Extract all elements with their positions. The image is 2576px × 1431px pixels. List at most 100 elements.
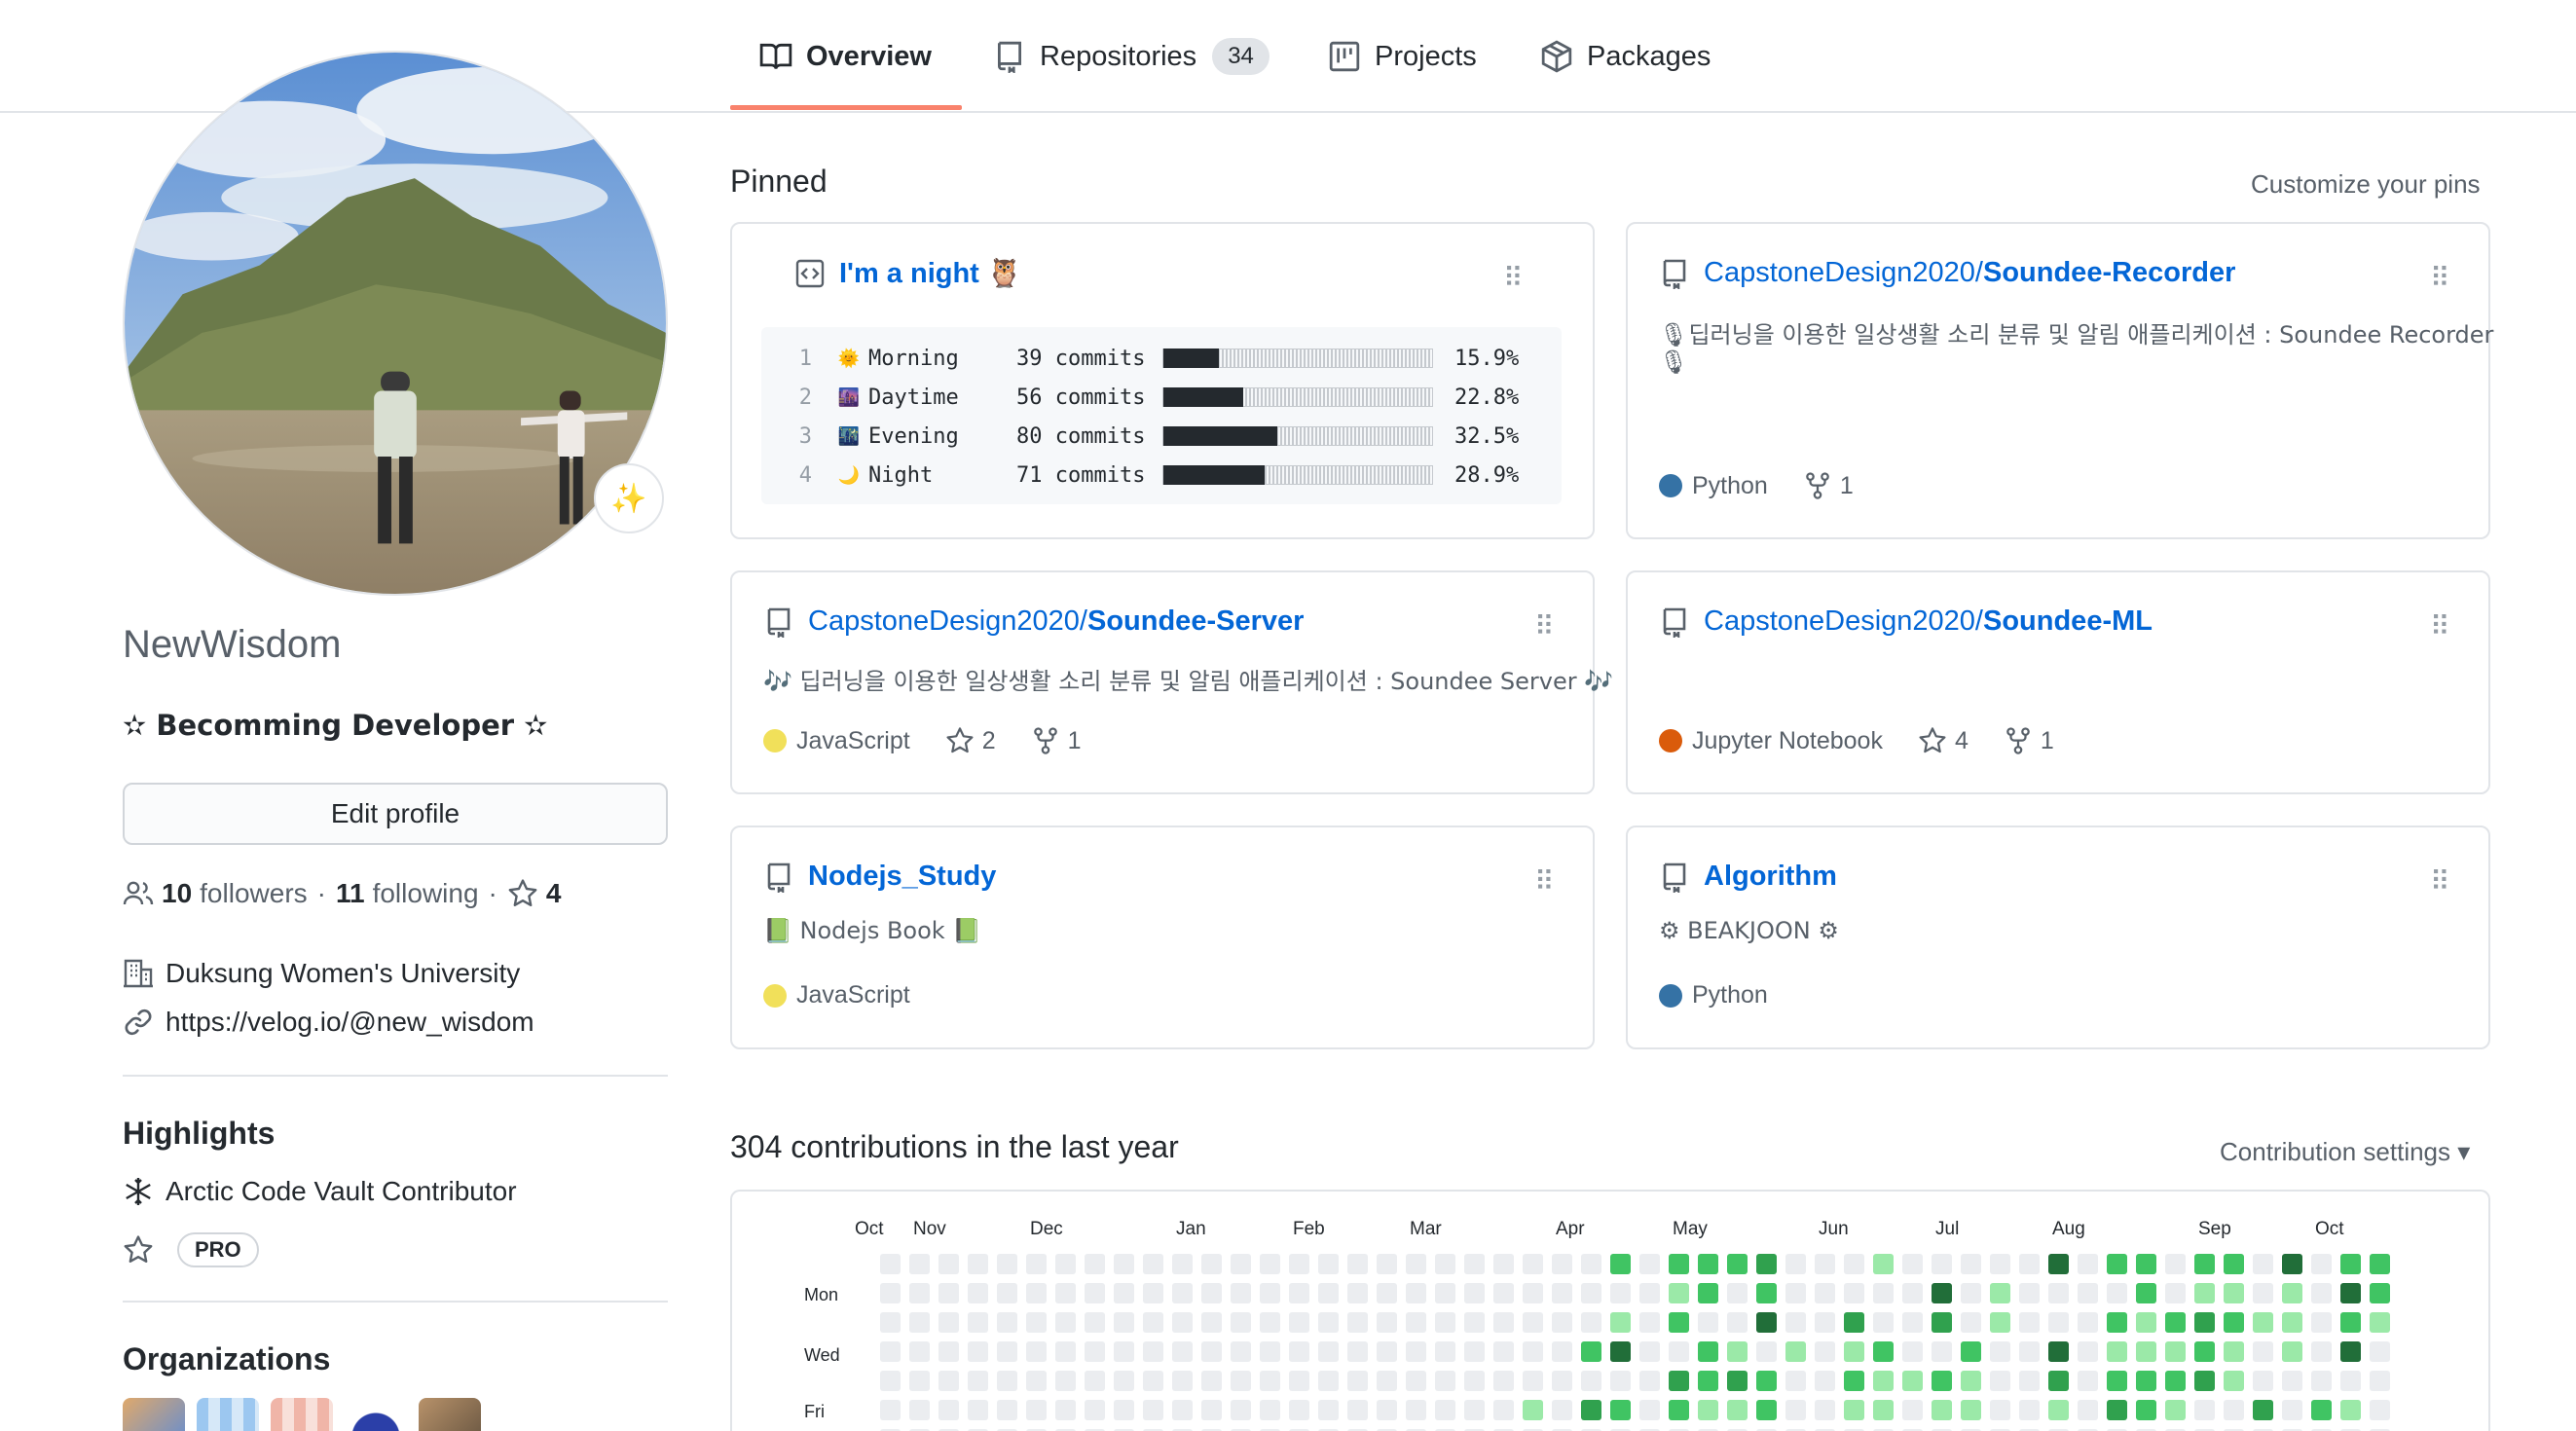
contribution-day[interactable] (1902, 1429, 1923, 1431)
contribution-day[interactable] (1815, 1400, 1835, 1420)
contribution-day[interactable] (1873, 1400, 1894, 1420)
forks-link[interactable]: 1 (2004, 726, 2054, 755)
contribution-day[interactable] (1698, 1254, 1718, 1274)
contribution-day[interactable] (1844, 1429, 1864, 1431)
contribution-day[interactable] (1172, 1341, 1193, 1362)
contribution-day[interactable] (2224, 1371, 2244, 1391)
org-avatar[interactable] (419, 1398, 481, 1431)
contribution-day[interactable] (1260, 1371, 1280, 1391)
contribution-day[interactable] (1172, 1283, 1193, 1303)
contribution-day[interactable] (1844, 1400, 1864, 1420)
contribution-day[interactable] (2165, 1429, 2186, 1431)
contribution-day[interactable] (1143, 1400, 1163, 1420)
contribution-day[interactable] (968, 1400, 988, 1420)
contribution-day[interactable] (2136, 1429, 2156, 1431)
contribution-day[interactable] (1727, 1400, 1748, 1420)
contribution-day[interactable] (1318, 1429, 1339, 1431)
repo-title-link[interactable]: Algorithm (1659, 861, 1837, 893)
contribution-day[interactable] (1639, 1341, 1660, 1362)
contribution-day[interactable] (2078, 1283, 2098, 1303)
contribution-day[interactable] (1756, 1371, 1777, 1391)
contribution-day[interactable] (2194, 1400, 2215, 1420)
contribution-day[interactable] (1201, 1283, 1222, 1303)
grabber-icon[interactable]: ⠿ (2430, 263, 2449, 293)
contribution-day[interactable] (1085, 1429, 1105, 1431)
contribution-day[interactable] (2165, 1371, 2186, 1391)
contribution-day[interactable] (2019, 1371, 2040, 1391)
contribution-day[interactable] (968, 1283, 988, 1303)
contribution-day[interactable] (1055, 1400, 1076, 1420)
contribution-day[interactable] (1552, 1312, 1572, 1333)
contribution-day[interactable] (1435, 1429, 1455, 1431)
contribution-day[interactable] (1143, 1312, 1163, 1333)
contribution-day[interactable] (2311, 1400, 2332, 1420)
contribution-day[interactable] (2370, 1371, 2390, 1391)
repo-title-link[interactable]: Nodejs_Study (763, 861, 996, 893)
contribution-day[interactable] (2370, 1312, 2390, 1333)
grabber-icon[interactable]: ⠿ (1503, 263, 1523, 293)
contribution-day[interactable] (1639, 1254, 1660, 1274)
contribution-day[interactable] (2311, 1371, 2332, 1391)
contribution-day[interactable] (1581, 1312, 1601, 1333)
contribution-day[interactable] (1610, 1429, 1631, 1431)
contribution-day[interactable] (909, 1429, 930, 1431)
contribution-day[interactable] (1055, 1283, 1076, 1303)
contribution-day[interactable] (1464, 1312, 1485, 1333)
contribution-day[interactable] (1523, 1254, 1543, 1274)
contribution-day[interactable] (1727, 1312, 1748, 1333)
contribution-day[interactable] (1493, 1429, 1514, 1431)
contribution-day[interactable] (1260, 1312, 1280, 1333)
contribution-day[interactable] (2194, 1254, 2215, 1274)
contribution-day[interactable] (1464, 1429, 1485, 1431)
contribution-day[interactable] (1318, 1312, 1339, 1333)
contribution-day[interactable] (2165, 1400, 2186, 1420)
contribution-day[interactable] (1698, 1312, 1718, 1333)
contribution-day[interactable] (2107, 1254, 2127, 1274)
contribution-day[interactable] (1639, 1283, 1660, 1303)
contribution-day[interactable] (1698, 1341, 1718, 1362)
contribution-day[interactable] (2019, 1400, 2040, 1420)
contribution-day[interactable] (1815, 1429, 1835, 1431)
contribution-day[interactable] (1523, 1283, 1543, 1303)
contribution-day[interactable] (1377, 1371, 1397, 1391)
stars-link[interactable]: 4 (507, 878, 570, 909)
customize-pins-link[interactable]: Customize your pins (2251, 169, 2481, 199)
contribution-day[interactable] (1552, 1254, 1572, 1274)
contribution-day[interactable] (1172, 1312, 1193, 1333)
contribution-day[interactable] (1698, 1371, 1718, 1391)
contribution-day[interactable] (1669, 1254, 1689, 1274)
contribution-day[interactable] (1698, 1400, 1718, 1420)
contribution-day[interactable] (2019, 1312, 2040, 1333)
contribution-day[interactable] (2224, 1254, 2244, 1274)
contribution-day[interactable] (1347, 1254, 1368, 1274)
contribution-day[interactable] (1085, 1254, 1105, 1274)
contribution-day[interactable] (2019, 1254, 2040, 1274)
followers-link[interactable]: 10 followers (162, 878, 308, 909)
contribution-day[interactable] (997, 1283, 1017, 1303)
contribution-day[interactable] (2107, 1312, 2127, 1333)
contribution-day[interactable] (1201, 1371, 1222, 1391)
contribution-day[interactable] (997, 1312, 1017, 1333)
contribution-day[interactable] (1844, 1371, 1864, 1391)
grabber-icon[interactable]: ⠿ (2430, 866, 2449, 897)
contribution-day[interactable] (938, 1371, 959, 1391)
contribution-day[interactable] (1201, 1254, 1222, 1274)
contribution-day[interactable] (938, 1283, 959, 1303)
contribution-day[interactable] (1639, 1371, 1660, 1391)
contribution-day[interactable] (2019, 1341, 2040, 1362)
contribution-day[interactable] (1406, 1341, 1426, 1362)
contribution-day[interactable] (2048, 1371, 2069, 1391)
contribution-day[interactable] (1435, 1312, 1455, 1333)
contribution-day[interactable] (1406, 1312, 1426, 1333)
contribution-day[interactable] (1406, 1429, 1426, 1431)
contribution-day[interactable] (1055, 1429, 1076, 1431)
highlight-arctic-vault[interactable]: Arctic Code Vault Contributor (123, 1176, 517, 1207)
contribution-day[interactable] (2165, 1283, 2186, 1303)
contribution-day[interactable] (1815, 1312, 1835, 1333)
contribution-day[interactable] (1815, 1371, 1835, 1391)
contribution-day[interactable] (2107, 1283, 2127, 1303)
contribution-day[interactable] (1114, 1429, 1134, 1431)
status-emoji-button[interactable]: ✨ (594, 463, 664, 533)
contribution-day[interactable] (2311, 1312, 2332, 1333)
contribution-day[interactable] (1727, 1283, 1748, 1303)
